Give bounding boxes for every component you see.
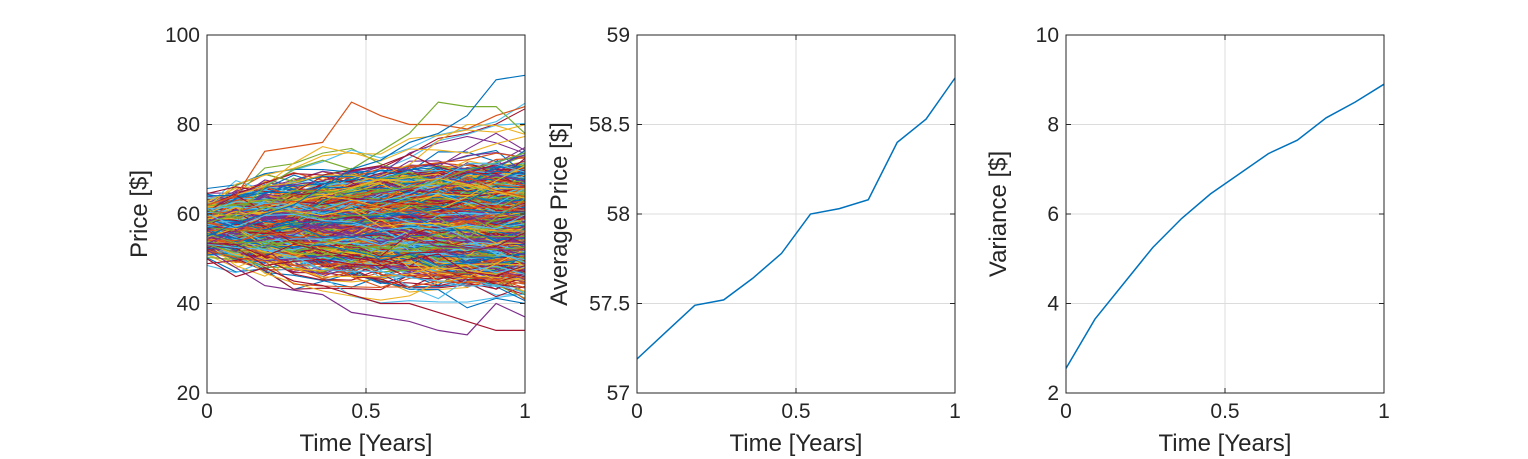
x-tick-label: 0 (201, 400, 213, 423)
y-tick-label: 80 (177, 114, 200, 137)
x-axis-label: Time [Years] (300, 430, 433, 457)
price-path-line (207, 258, 525, 331)
series-group (1066, 83, 1384, 369)
price-path-line (207, 218, 525, 240)
variance-panel: 0 0.5 1 2 4 6 8 10 Time [Years] Variance [$] (985, 24, 1390, 457)
price-path-line (207, 249, 525, 336)
price-path-line (207, 249, 525, 289)
y-tick-label: 10 (1036, 24, 1059, 47)
price-path-line (207, 198, 525, 239)
y-axis-label: Average Price [$] (546, 122, 573, 306)
price-path-line (207, 101, 525, 224)
x-tick-label: 0.5 (1210, 400, 1239, 423)
price-path-line (207, 74, 525, 237)
x-tick-label: 0.5 (781, 400, 810, 423)
price-path-line (207, 218, 525, 247)
price-path-line (207, 169, 525, 232)
series-group (207, 74, 525, 336)
x-tick-label: 1 (519, 400, 531, 423)
price-path-line (207, 213, 525, 231)
average-price-panel: 0 0.5 1 57 57.5 58 58.5 59 Time [Years] Average P… (546, 24, 961, 457)
price-path-line (207, 135, 525, 208)
price-path-line (207, 200, 525, 241)
y-tick-label: 6 (1047, 203, 1059, 226)
y-tick-label: 20 (177, 382, 200, 405)
x-axis-label: Time [Years] (1159, 430, 1292, 457)
x-tick-label: 1 (1378, 400, 1390, 423)
grid (636, 34, 956, 394)
x-tick-label: 0 (1060, 400, 1072, 423)
series-line (1066, 83, 1384, 369)
price-path-line (207, 232, 525, 266)
price-path-line (207, 226, 525, 267)
y-tick-label: 8 (1047, 114, 1059, 137)
price-path-line (207, 173, 525, 207)
price-path-line (207, 177, 525, 220)
price-path-line (207, 209, 525, 232)
price-path-line (207, 203, 525, 232)
price-path-line (207, 152, 525, 232)
price-path-line (207, 196, 525, 281)
price-path-line (207, 203, 525, 244)
price-path-line (207, 233, 525, 254)
price-path-line (207, 124, 525, 203)
series-group (637, 77, 955, 360)
price-path-line (207, 244, 525, 277)
price-path-line (207, 203, 525, 246)
y-tick-label: 60 (177, 203, 200, 226)
price-path-line (207, 176, 525, 215)
y-tick-label: 40 (177, 293, 200, 316)
y-tick-label: 4 (1047, 293, 1059, 316)
y-tick-label: 59 (607, 24, 630, 47)
x-tick-label: 1 (949, 400, 961, 423)
price-paths-panel: 0 0.5 1 20 40 60 80 100 Time [Years] Price [$] (126, 24, 531, 457)
y-axis-label: Price [$] (126, 170, 153, 258)
y-tick-label: 58 (607, 203, 630, 226)
grid (1065, 34, 1385, 394)
x-tick-label: 0 (631, 400, 643, 423)
price-path-line (207, 101, 525, 206)
price-path-line (207, 243, 525, 294)
y-tick-label: 100 (165, 24, 200, 47)
y-tick-label: 57 (607, 382, 630, 405)
y-axis-label: Variance [$] (985, 151, 1012, 277)
price-path-line (207, 225, 525, 252)
y-tick-label: 57.5 (589, 293, 630, 316)
price-path-line (207, 171, 525, 210)
y-tick-label: 58.5 (589, 114, 630, 137)
x-tick-label: 0.5 (351, 400, 380, 423)
series-line (637, 77, 955, 360)
y-tick-label: 2 (1047, 382, 1059, 405)
x-axis-label: Time [Years] (730, 430, 863, 457)
price-path-line (207, 216, 525, 256)
price-path-line (207, 174, 525, 246)
price-path-line (207, 232, 525, 263)
